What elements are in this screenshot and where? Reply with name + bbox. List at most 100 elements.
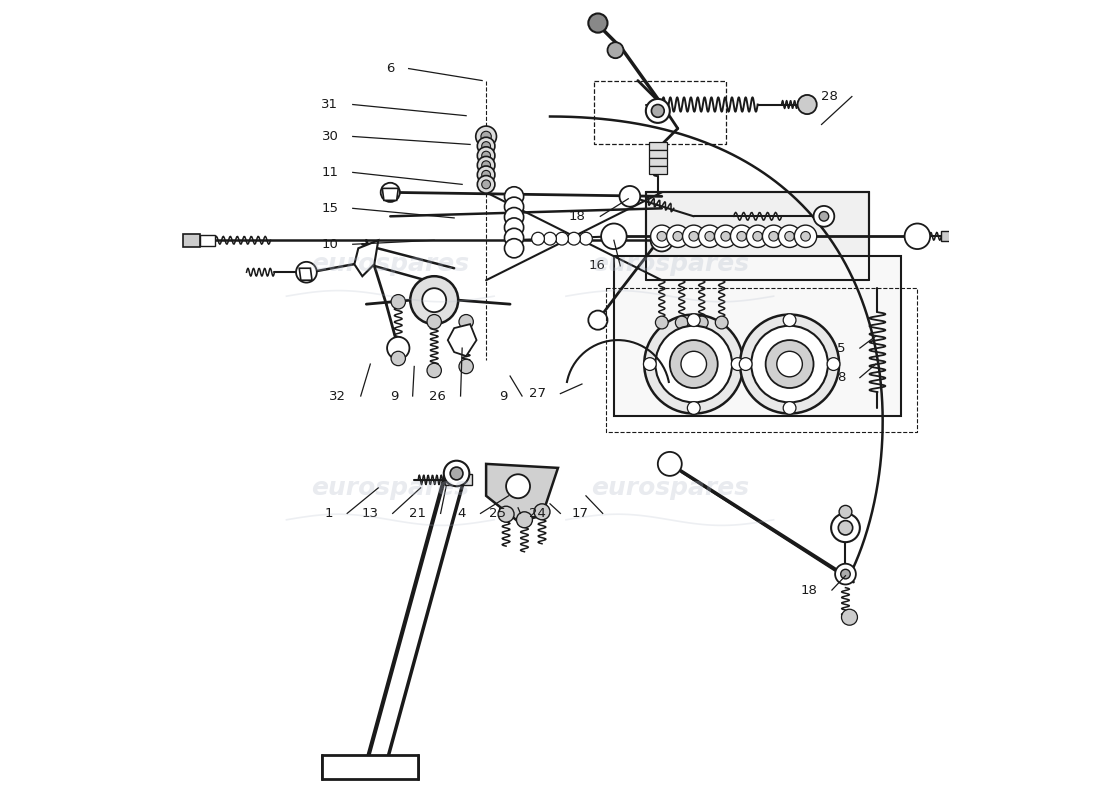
Circle shape [482,161,491,170]
Circle shape [814,206,834,226]
Circle shape [475,126,496,147]
Circle shape [477,138,495,155]
Circle shape [820,211,828,221]
Circle shape [588,14,607,33]
Bar [649,166,667,174]
Circle shape [715,225,737,247]
Text: 13: 13 [361,507,378,520]
Circle shape [688,314,700,326]
Circle shape [392,351,406,366]
Circle shape [531,232,544,245]
Bar [649,158,667,166]
Circle shape [783,314,796,326]
Text: eurospares: eurospares [591,252,749,276]
Circle shape [505,228,524,247]
Circle shape [673,231,683,241]
Text: 25: 25 [490,507,506,520]
Polygon shape [354,240,378,276]
Circle shape [798,95,816,114]
Text: 4: 4 [458,507,466,520]
Text: 32: 32 [329,390,346,402]
Circle shape [580,232,592,245]
Circle shape [646,99,670,123]
Circle shape [477,175,495,193]
Circle shape [762,225,784,247]
Text: eurospares: eurospares [311,252,470,276]
Circle shape [619,186,640,206]
Circle shape [777,351,802,377]
Circle shape [459,359,473,374]
Circle shape [751,326,828,402]
Circle shape [477,166,495,183]
Text: 27: 27 [529,387,546,400]
Circle shape [698,225,720,247]
Circle shape [607,42,624,58]
Circle shape [705,231,715,241]
Circle shape [838,521,853,535]
Text: 9: 9 [499,390,508,402]
Circle shape [381,182,400,202]
Circle shape [505,197,524,216]
Circle shape [667,225,689,247]
Circle shape [832,514,860,542]
Circle shape [720,231,730,241]
Text: eurospares: eurospares [311,476,470,500]
Circle shape [842,610,858,626]
Circle shape [482,142,491,150]
Text: 18: 18 [569,210,586,223]
Circle shape [650,225,673,247]
Circle shape [482,180,491,189]
Circle shape [839,506,851,518]
Circle shape [588,310,607,330]
Circle shape [543,232,557,245]
Circle shape [835,564,856,585]
Circle shape [840,570,850,579]
Text: 31: 31 [321,98,339,111]
Circle shape [392,294,406,309]
Circle shape [670,340,717,388]
Bar [649,150,667,158]
Circle shape [715,316,728,329]
Text: 28: 28 [821,90,837,103]
Bar [614,256,901,416]
Circle shape [732,358,744,370]
Text: 8: 8 [837,371,846,384]
Circle shape [387,337,409,359]
Text: 1: 1 [324,507,333,520]
Circle shape [410,276,459,324]
Text: 9: 9 [389,390,398,402]
Circle shape [477,157,495,174]
Circle shape [505,218,524,237]
Text: 30: 30 [321,130,339,143]
Circle shape [784,231,794,241]
Circle shape [904,223,931,249]
Circle shape [481,131,492,142]
Circle shape [645,314,744,414]
Circle shape [651,105,664,118]
Circle shape [730,225,752,247]
Text: 10: 10 [321,238,339,250]
Circle shape [747,225,769,247]
Circle shape [779,225,801,247]
Polygon shape [448,324,476,356]
Circle shape [482,170,491,179]
Text: eurospares: eurospares [591,476,749,500]
Text: 6: 6 [386,62,394,75]
Circle shape [740,314,839,414]
Circle shape [739,358,752,370]
Circle shape [517,512,532,528]
Bar [942,231,950,241]
Text: 17: 17 [571,507,588,520]
Circle shape [658,452,682,476]
Circle shape [422,288,447,312]
Text: 26: 26 [429,390,447,402]
Circle shape [695,316,708,329]
Text: 5: 5 [837,342,846,354]
Circle shape [752,231,762,241]
Circle shape [801,231,811,241]
Text: 11: 11 [321,166,339,179]
Circle shape [477,147,495,165]
Text: 18: 18 [801,583,817,597]
Circle shape [450,467,463,480]
Text: 16: 16 [588,259,606,272]
